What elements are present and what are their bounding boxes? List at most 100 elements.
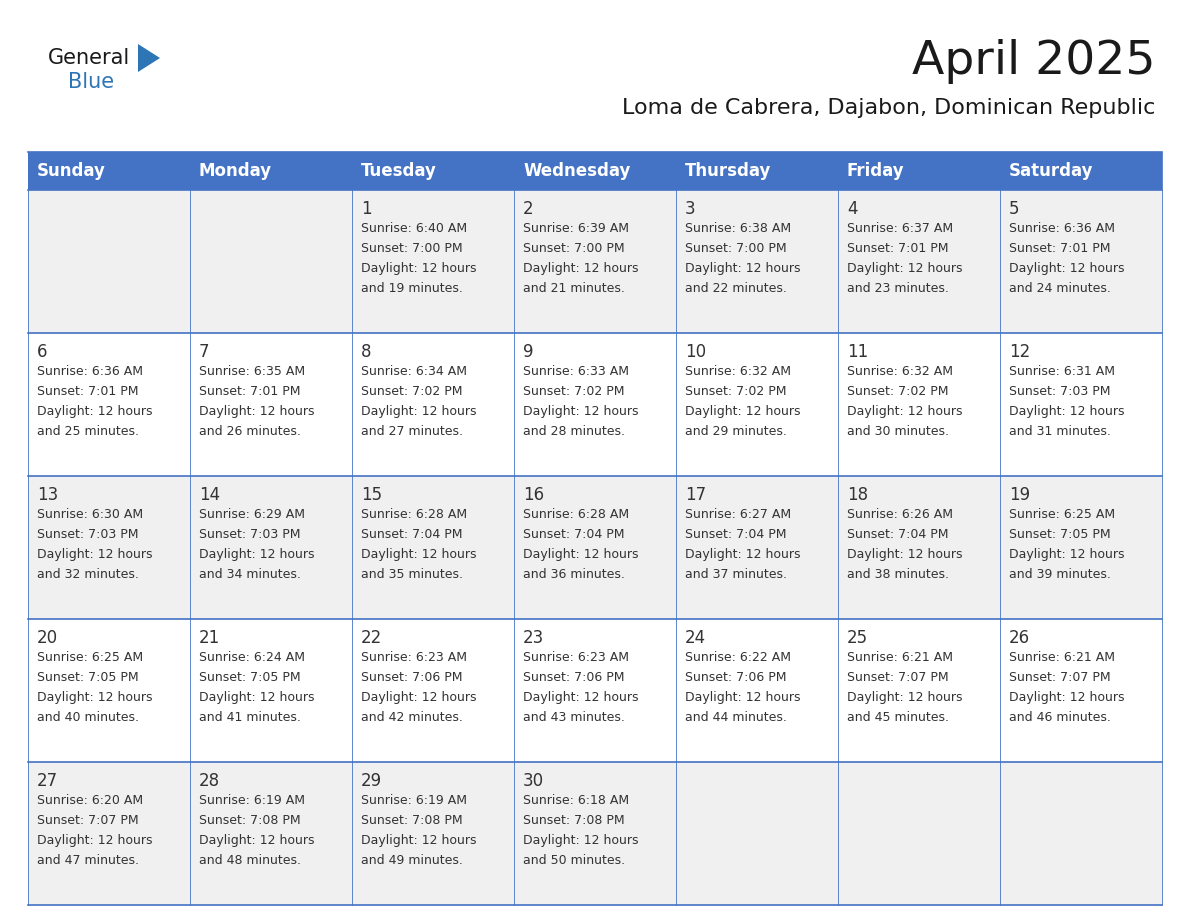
Text: Daylight: 12 hours: Daylight: 12 hours (361, 548, 476, 561)
Text: 18: 18 (847, 486, 868, 504)
Bar (838, 333, 1000, 476)
Text: Sunrise: 6:18 AM: Sunrise: 6:18 AM (523, 794, 630, 807)
Text: and 50 minutes.: and 50 minutes. (523, 854, 625, 867)
Text: Blue: Blue (68, 72, 114, 92)
Text: Sunrise: 6:20 AM: Sunrise: 6:20 AM (37, 794, 143, 807)
Bar (352, 333, 514, 476)
Text: 3: 3 (685, 200, 696, 218)
Text: Sunrise: 6:36 AM: Sunrise: 6:36 AM (1009, 222, 1116, 235)
Text: Wednesday: Wednesday (523, 162, 631, 180)
Text: Sunset: 7:07 PM: Sunset: 7:07 PM (847, 671, 949, 684)
Bar (352, 152, 514, 190)
Text: and 40 minutes.: and 40 minutes. (37, 711, 139, 724)
Text: and 49 minutes.: and 49 minutes. (361, 854, 463, 867)
Text: and 48 minutes.: and 48 minutes. (200, 854, 301, 867)
Text: 30: 30 (523, 772, 544, 790)
Text: and 44 minutes.: and 44 minutes. (685, 711, 786, 724)
Text: Daylight: 12 hours: Daylight: 12 hours (361, 405, 476, 418)
Text: Sunset: 7:05 PM: Sunset: 7:05 PM (1009, 528, 1111, 541)
Text: 6: 6 (37, 343, 48, 361)
Text: Daylight: 12 hours: Daylight: 12 hours (523, 834, 638, 847)
Text: Thursday: Thursday (685, 162, 771, 180)
Bar (352, 619, 514, 762)
Bar (352, 762, 514, 905)
Bar (676, 333, 838, 476)
Bar (514, 333, 676, 476)
Text: 17: 17 (685, 486, 706, 504)
Bar (29, 152, 190, 190)
Text: Daylight: 12 hours: Daylight: 12 hours (523, 262, 638, 275)
Text: Sunset: 7:03 PM: Sunset: 7:03 PM (200, 528, 301, 541)
Bar (352, 190, 514, 333)
Bar (514, 476, 676, 619)
Text: Sunrise: 6:23 AM: Sunrise: 6:23 AM (361, 651, 467, 664)
Text: Sunrise: 6:26 AM: Sunrise: 6:26 AM (847, 508, 953, 521)
Text: and 30 minutes.: and 30 minutes. (847, 425, 949, 438)
Text: 20: 20 (37, 629, 58, 647)
Text: and 34 minutes.: and 34 minutes. (200, 568, 301, 581)
Text: Sunset: 7:04 PM: Sunset: 7:04 PM (361, 528, 462, 541)
Text: Sunrise: 6:28 AM: Sunrise: 6:28 AM (361, 508, 467, 521)
Text: 24: 24 (685, 629, 706, 647)
Bar (190, 190, 352, 333)
Text: 26: 26 (1009, 629, 1030, 647)
Text: and 23 minutes.: and 23 minutes. (847, 282, 949, 295)
Bar (676, 762, 838, 905)
Text: Sunrise: 6:31 AM: Sunrise: 6:31 AM (1009, 365, 1116, 378)
Text: Daylight: 12 hours: Daylight: 12 hours (523, 548, 638, 561)
Text: Daylight: 12 hours: Daylight: 12 hours (523, 691, 638, 704)
Bar (1000, 333, 1162, 476)
Text: Daylight: 12 hours: Daylight: 12 hours (200, 405, 315, 418)
Text: Sunset: 7:06 PM: Sunset: 7:06 PM (523, 671, 625, 684)
Text: and 38 minutes.: and 38 minutes. (847, 568, 949, 581)
Text: 22: 22 (361, 629, 383, 647)
Text: Daylight: 12 hours: Daylight: 12 hours (361, 262, 476, 275)
Text: 2: 2 (523, 200, 533, 218)
Bar (676, 619, 838, 762)
Text: Daylight: 12 hours: Daylight: 12 hours (200, 548, 315, 561)
Text: Sunset: 7:05 PM: Sunset: 7:05 PM (200, 671, 301, 684)
Text: and 28 minutes.: and 28 minutes. (523, 425, 625, 438)
Text: 11: 11 (847, 343, 868, 361)
Text: Sunrise: 6:19 AM: Sunrise: 6:19 AM (200, 794, 305, 807)
Text: Daylight: 12 hours: Daylight: 12 hours (200, 691, 315, 704)
Text: Sunset: 7:02 PM: Sunset: 7:02 PM (847, 385, 948, 398)
Text: Sunrise: 6:38 AM: Sunrise: 6:38 AM (685, 222, 791, 235)
Text: 29: 29 (361, 772, 383, 790)
Text: Daylight: 12 hours: Daylight: 12 hours (1009, 548, 1125, 561)
Text: and 25 minutes.: and 25 minutes. (37, 425, 139, 438)
Bar (838, 152, 1000, 190)
Text: 13: 13 (37, 486, 58, 504)
Text: Sunrise: 6:33 AM: Sunrise: 6:33 AM (523, 365, 628, 378)
Text: Sunrise: 6:29 AM: Sunrise: 6:29 AM (200, 508, 305, 521)
Bar (838, 476, 1000, 619)
Text: Daylight: 12 hours: Daylight: 12 hours (37, 548, 152, 561)
Text: Sunrise: 6:32 AM: Sunrise: 6:32 AM (847, 365, 953, 378)
Text: 27: 27 (37, 772, 58, 790)
Bar (1000, 762, 1162, 905)
Text: Daylight: 12 hours: Daylight: 12 hours (361, 691, 476, 704)
Text: Sunset: 7:04 PM: Sunset: 7:04 PM (685, 528, 786, 541)
Text: Tuesday: Tuesday (361, 162, 437, 180)
Text: Sunset: 7:07 PM: Sunset: 7:07 PM (1009, 671, 1111, 684)
Text: Sunrise: 6:32 AM: Sunrise: 6:32 AM (685, 365, 791, 378)
Text: 1: 1 (361, 200, 372, 218)
Text: Sunset: 7:03 PM: Sunset: 7:03 PM (1009, 385, 1111, 398)
Bar (514, 619, 676, 762)
Text: and 32 minutes.: and 32 minutes. (37, 568, 139, 581)
Text: General: General (48, 48, 131, 68)
Text: Sunrise: 6:23 AM: Sunrise: 6:23 AM (523, 651, 628, 664)
Text: Sunset: 7:06 PM: Sunset: 7:06 PM (361, 671, 462, 684)
Text: Sunset: 7:01 PM: Sunset: 7:01 PM (1009, 242, 1111, 255)
Text: Sunrise: 6:30 AM: Sunrise: 6:30 AM (37, 508, 143, 521)
Text: Sunset: 7:01 PM: Sunset: 7:01 PM (847, 242, 948, 255)
Bar (190, 333, 352, 476)
Text: Sunset: 7:00 PM: Sunset: 7:00 PM (523, 242, 625, 255)
Text: Sunrise: 6:21 AM: Sunrise: 6:21 AM (1009, 651, 1116, 664)
Bar (676, 190, 838, 333)
Text: Daylight: 12 hours: Daylight: 12 hours (200, 834, 315, 847)
Text: April 2025: April 2025 (911, 39, 1155, 84)
Text: Daylight: 12 hours: Daylight: 12 hours (1009, 691, 1125, 704)
Bar (1000, 476, 1162, 619)
Text: Sunrise: 6:24 AM: Sunrise: 6:24 AM (200, 651, 305, 664)
